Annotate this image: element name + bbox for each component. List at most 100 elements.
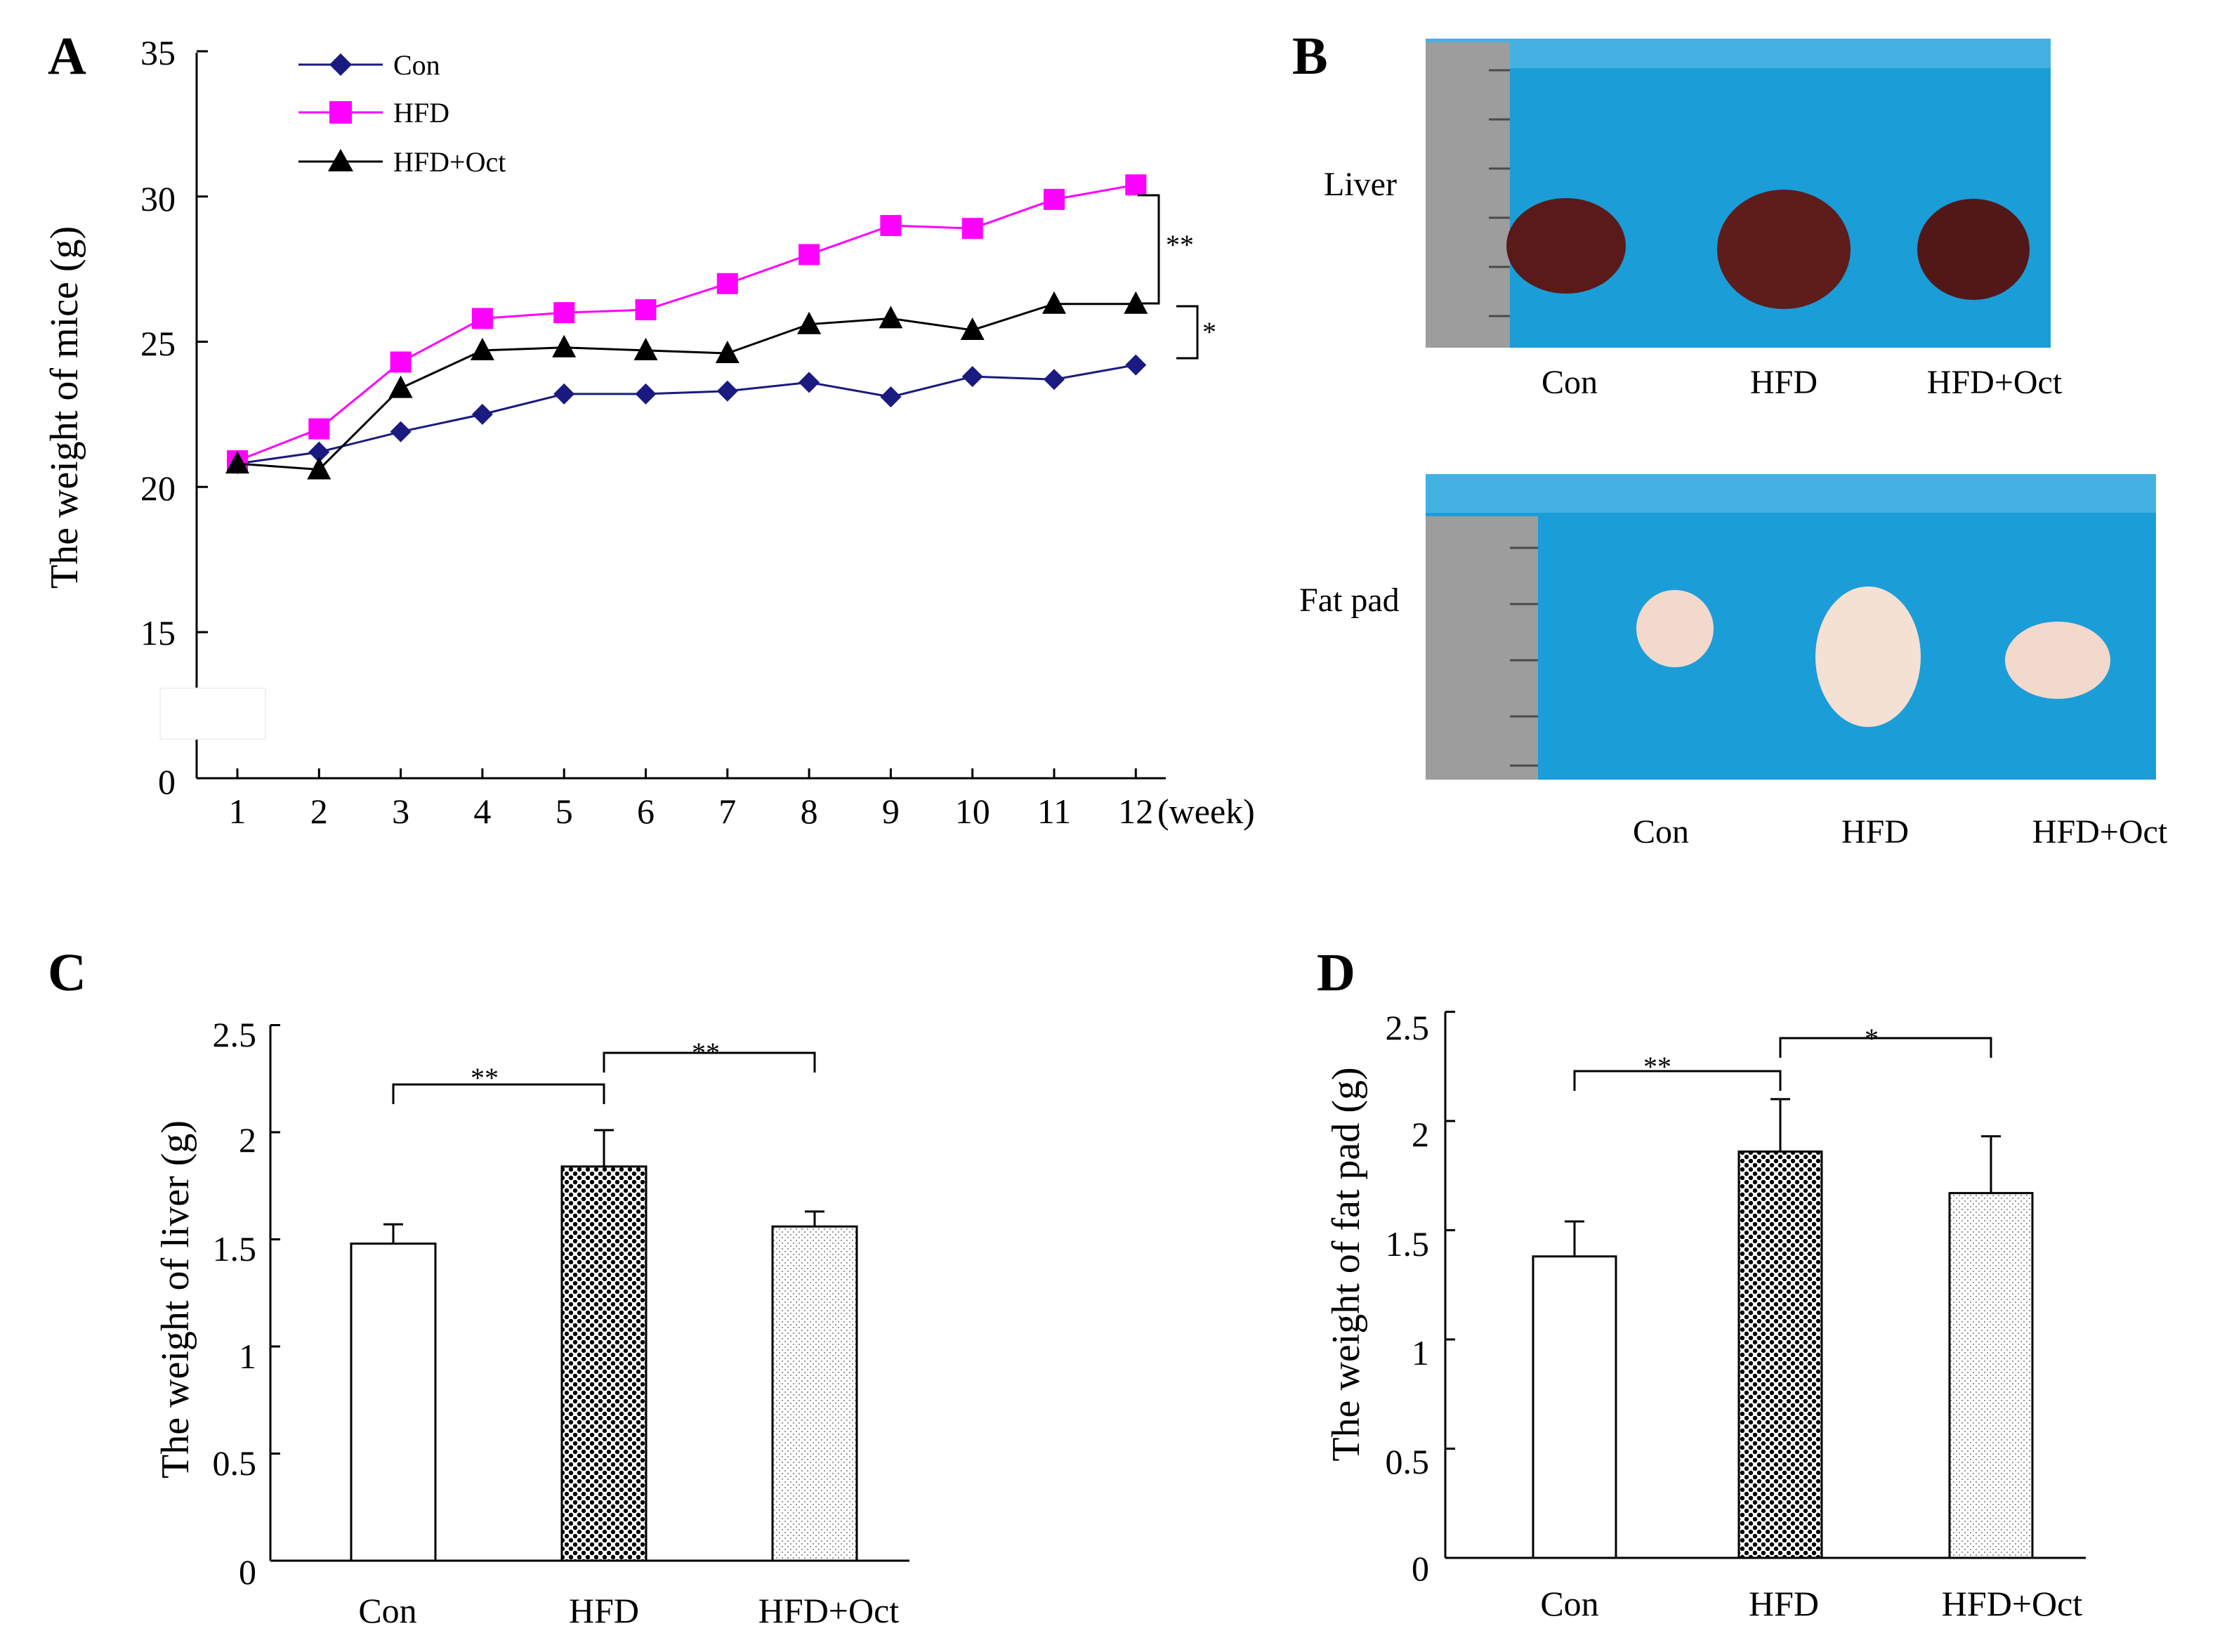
- panel-letter-c: C: [48, 943, 86, 1002]
- d-xtick: HFD: [1749, 1584, 1819, 1623]
- c-ytick: 1: [239, 1337, 256, 1376]
- sig-bracket: [1573, 1070, 1782, 1091]
- oct-point: [1042, 291, 1066, 314]
- legend-label-hfd: HFD: [393, 97, 449, 129]
- hfd-point: [961, 218, 983, 240]
- hfd-point: [635, 299, 657, 321]
- fat-photo-scale-strip: [1426, 474, 2156, 513]
- a-ytick: 15: [140, 613, 176, 653]
- a-ytick: 0: [158, 762, 176, 801]
- panel-a-x-ticks: 1 2 3 4 5 6 7 8 9 10 11 12: [229, 768, 1153, 831]
- hfd-point: [1044, 188, 1065, 210]
- legend-marker-oct: [328, 149, 353, 171]
- liver-specimen-con: [1506, 198, 1626, 294]
- a-xtick-label: 9: [882, 792, 900, 831]
- panel-d-y-ticks: 2.5 2 1.5 1 0.5 0: [1386, 1008, 1430, 1588]
- fat-ruler-ticks: [1510, 546, 1538, 767]
- liver-ruler-ticks: [1489, 69, 1510, 317]
- liver-specimen-hfd: [1717, 190, 1851, 309]
- liver-specimen-oct: [1917, 199, 2030, 300]
- bar-hfd-oct: [1948, 1192, 2034, 1559]
- fat-group-label: Con: [1633, 813, 1689, 851]
- con-point: [471, 403, 493, 425]
- fat-photo-label: Fat pad: [1299, 582, 1400, 619]
- panel-a: A 35 30 25 20 15 0 The weight of mice (g…: [43, 27, 1255, 831]
- c-xtick: HFD+Oct: [758, 1591, 900, 1630]
- hfd-point: [1125, 174, 1147, 196]
- fat-group-label: HFD: [1841, 813, 1909, 851]
- sig-mark-hfd-vs-oct: **: [1166, 229, 1194, 261]
- d-xtick: Con: [1540, 1584, 1598, 1623]
- panel-d-x-labels: Con HFD HFD+Oct: [1540, 1584, 2082, 1623]
- oct-point: [633, 337, 658, 360]
- con-point: [390, 421, 412, 442]
- panel-c-x-labels: Con HFD HFD+Oct: [358, 1591, 899, 1630]
- sig-mark-oct-vs-con: *: [1202, 316, 1216, 348]
- d-ylabel: The weight of fat pad (g): [1325, 1067, 1368, 1461]
- panel-letter-b: B: [1292, 27, 1328, 86]
- panel-d-chart: [1444, 1011, 2086, 1559]
- fat-photo: [1426, 474, 2156, 780]
- con-line: [237, 364, 1136, 465]
- d-ytick: 1.5: [1386, 1224, 1430, 1264]
- liver-group-label: HFD: [1750, 364, 1818, 401]
- bar-con: [1532, 1255, 1617, 1559]
- d-ytick: 2.5: [1386, 1008, 1430, 1047]
- hfd-point: [553, 302, 575, 324]
- bar-hfd-oct: [771, 1225, 858, 1562]
- liver-group-label: Con: [1542, 364, 1598, 401]
- panel-letter-d: D: [1317, 943, 1355, 1002]
- oct-line: [237, 303, 1136, 471]
- legend-label-oct: HFD+Oct: [393, 146, 506, 178]
- sig-bracket: [603, 1051, 816, 1073]
- c-sig-mark-hfd-vs-oct: **: [692, 1037, 720, 1068]
- panel-c: C The weight of liver (g) 2.5 2 1.5 1 0.…: [48, 943, 909, 1630]
- sig-bracket-oct-vs-con: [1176, 305, 1199, 360]
- d-ytick: 2: [1412, 1115, 1429, 1154]
- hfd-point: [471, 308, 493, 329]
- a-ytick: 25: [140, 324, 176, 363]
- panel-c-y-ticks: 2.5 2 1.5 1 0.5 0: [213, 1015, 257, 1592]
- bar-con: [350, 1243, 437, 1562]
- fat-specimen-con: [1636, 590, 1714, 667]
- a-xtick-label: 6: [637, 792, 655, 831]
- oct-point: [225, 451, 249, 474]
- c-ylabel: The weight of liver (g): [154, 1120, 197, 1479]
- bar-hfd: [560, 1165, 648, 1562]
- oct-point: [879, 306, 903, 329]
- panel-b: B Liver Con HFD HFD+Oct Fat pad: [1292, 27, 2168, 851]
- legend-label-con: Con: [393, 49, 440, 81]
- liver-photo-scale-strip: [1426, 39, 2051, 68]
- hfd-line: [237, 183, 1136, 462]
- fat-photo-ruler: [1426, 516, 1538, 780]
- liver-photo-label: Liver: [1324, 166, 1397, 203]
- a-xtick-label: 11: [1037, 792, 1071, 831]
- liver-photo-background: [1426, 39, 2051, 348]
- a-xtick-label: 5: [556, 792, 573, 831]
- oct-point: [1124, 291, 1148, 314]
- panel-a-y-ticks: 35 30 25 20 15 0: [140, 33, 176, 801]
- oct-point: [715, 341, 740, 364]
- a-axis-break: [159, 688, 266, 740]
- con-point: [1125, 354, 1147, 376]
- d-sig-mark-con-vs-hfd: **: [1643, 1051, 1671, 1082]
- hfd-point: [308, 418, 330, 440]
- con-point: [1044, 369, 1065, 391]
- panel-a-series: [225, 174, 1148, 480]
- c-ytick: 2.5: [213, 1015, 257, 1054]
- d-ytick: 1: [1412, 1333, 1429, 1372]
- con-point: [635, 383, 657, 405]
- c-xtick: Con: [358, 1591, 416, 1630]
- con-point: [880, 386, 902, 408]
- fat-specimen-oct: [2005, 622, 2110, 699]
- hfd-point: [716, 273, 738, 294]
- a-xtick-label: 7: [718, 792, 736, 831]
- con-point: [961, 366, 983, 388]
- a-xtick-label: 8: [801, 792, 818, 831]
- oct-point: [552, 334, 577, 358]
- liver-photo: [1426, 39, 2051, 348]
- oct-point: [797, 311, 822, 334]
- oct-point: [470, 337, 494, 360]
- hfd-point: [880, 215, 902, 237]
